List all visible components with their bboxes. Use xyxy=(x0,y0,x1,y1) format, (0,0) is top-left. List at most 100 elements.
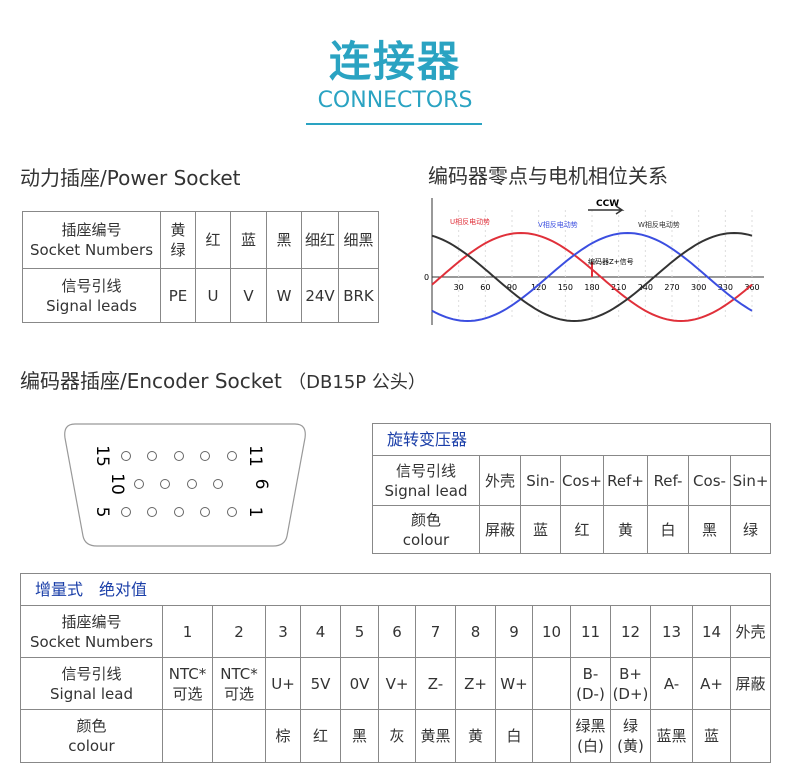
table-cell: PE xyxy=(160,268,196,323)
table-cell: 5 xyxy=(340,605,379,658)
table-cell: Sin+ xyxy=(729,455,772,506)
x-tick-label: 360 xyxy=(744,283,759,292)
direction-label: CCW xyxy=(596,199,619,209)
section-title-text: 编码器插座/Encoder Socket xyxy=(20,369,282,393)
section-title: 动力插座/Power Socket xyxy=(20,166,241,190)
table-cell: 黑 xyxy=(340,709,379,763)
table-cell: NTC* 可选 xyxy=(162,657,213,710)
table-cell: 红 xyxy=(560,505,604,554)
table-cell: 蓝 xyxy=(230,211,267,269)
table-cell: 黑 xyxy=(266,211,302,269)
table-cell: 2 xyxy=(212,605,266,658)
table-cell: 屏蔽 xyxy=(479,505,521,554)
table-cell: 细红 xyxy=(301,211,339,269)
table-cell: 14 xyxy=(692,605,731,658)
pin xyxy=(121,507,131,517)
x-tick-label: 180 xyxy=(584,283,599,292)
page-subtitle: CONNECTORS xyxy=(317,88,473,113)
table-cell: 红 xyxy=(195,211,231,269)
x-tick-label: 270 xyxy=(664,283,679,292)
page-title: 连接器 xyxy=(328,37,461,86)
table-cell: V+ xyxy=(378,657,416,710)
table-cell xyxy=(162,709,213,763)
table-cell: Ref+ xyxy=(603,455,648,506)
connector-outline xyxy=(64,423,306,547)
table-row: 颜色 colour 屏蔽蓝红黄白黑绿 xyxy=(372,505,772,554)
x-tick-label: 300 xyxy=(691,283,706,292)
table-cell: Cos- xyxy=(688,455,731,506)
table-cell: 9 xyxy=(495,605,533,658)
table-cell: 白 xyxy=(647,505,689,554)
caption-row: 旋转变压器 xyxy=(371,423,772,456)
curve-label: W相反电动势 xyxy=(638,220,680,229)
x-tick-label: 90 xyxy=(507,283,517,292)
pin xyxy=(227,451,237,461)
pin xyxy=(147,451,157,461)
pin-label: 1 xyxy=(245,507,265,518)
table-row: 信号引线 Signal lead 外壳 Sin- Cos+ Ref+ Ref- Cos- Si… xyxy=(372,455,772,506)
table-caption: 增量式 绝对值 xyxy=(19,573,772,606)
table-cell xyxy=(729,709,772,763)
row-header: 信号引线 Signal lead xyxy=(20,657,163,710)
phase-curve xyxy=(431,231,753,323)
pin xyxy=(147,507,157,517)
table-cell: U xyxy=(195,268,231,323)
table-cell: 7 xyxy=(415,605,456,658)
table-cell: 绿 (黄) xyxy=(610,709,651,763)
pin xyxy=(160,479,170,489)
table-cell: 11 xyxy=(570,605,611,658)
table-cell: 蓝黑 xyxy=(650,709,693,763)
title-underline xyxy=(306,123,482,125)
table-cell: 8 xyxy=(455,605,496,658)
table-cell: 外壳 xyxy=(479,455,521,506)
direction-arrow xyxy=(588,205,625,215)
table-cell: 24V xyxy=(301,268,339,323)
pin xyxy=(174,451,184,461)
table-cell: 13 xyxy=(650,605,693,658)
pin xyxy=(121,451,131,461)
power-table: 插座编号 Socket Numbers 黄 绿红蓝黑细红 细黑 信号引线 Signal… xyxy=(22,211,379,323)
table-row: 插座编号 Socket Numbers 1 2 3 4 5 6 7 8 9 10 11 12 13 14 外壳 xyxy=(20,605,772,658)
table-cell: 棕 xyxy=(265,709,301,763)
pin-label: 15 xyxy=(92,445,112,467)
table-cell: U+ xyxy=(265,657,301,710)
table-cell: Sin- xyxy=(520,455,561,506)
x-tick-label: 240 xyxy=(638,283,653,292)
table-row: 信号引线 Signal lead NTC* 可选 NTC* 可选 U+ 5V 0V V+ Z-… xyxy=(20,657,772,710)
row-header: 插座编号 Socket Numbers xyxy=(20,605,163,658)
x-tick-label: 30 xyxy=(454,283,464,292)
section-title: 编码器插座/Encoder Socket （DB15P 公头） xyxy=(20,365,426,394)
table-cell: 绿黑 (白) xyxy=(570,709,611,763)
connector-diagram: 15 11 10 6 5 1 xyxy=(64,423,306,547)
origin-label: 0 xyxy=(424,273,429,282)
table-cell: 0V xyxy=(340,657,379,710)
table-cell: NTC* 可选 xyxy=(212,657,266,710)
pin-label: 10 xyxy=(107,473,127,495)
table-cell: A+ xyxy=(692,657,731,710)
table-cell: 黄 xyxy=(455,709,496,763)
table-cell: W xyxy=(266,268,302,323)
row-header: 颜色 colour xyxy=(372,505,480,554)
table-cell: 黑 xyxy=(688,505,731,554)
table-cell: 蓝 xyxy=(520,505,561,554)
table-cell: 10 xyxy=(532,605,571,658)
table-cell: 红 xyxy=(300,709,341,763)
table-cell: 4 xyxy=(300,605,341,658)
table-cell: Z+ xyxy=(455,657,496,710)
x-tick-label: 120 xyxy=(531,283,546,292)
table-cell: 白 xyxy=(495,709,533,763)
phase-diagram: 0 30 60 90 120 150 180 210 240 270 300 330 360 U相反电动势… xyxy=(424,198,764,325)
table-cell: 1 xyxy=(162,605,213,658)
caption-text: 旋转变压器 xyxy=(387,429,468,449)
x-tick-label: 330 xyxy=(718,283,733,292)
table-cell: Cos+ xyxy=(560,455,604,506)
caption-text: 增量式 xyxy=(35,579,84,599)
table-cell: 外壳 xyxy=(729,605,772,658)
table-cell xyxy=(532,709,571,763)
x-tick-label: 60 xyxy=(480,283,490,292)
table-row: 信号引线 Signal leads PE U V W 24V BRK xyxy=(22,268,379,323)
pin xyxy=(200,451,210,461)
row-header: 信号引线 Signal leads xyxy=(22,268,161,323)
pin xyxy=(174,507,184,517)
